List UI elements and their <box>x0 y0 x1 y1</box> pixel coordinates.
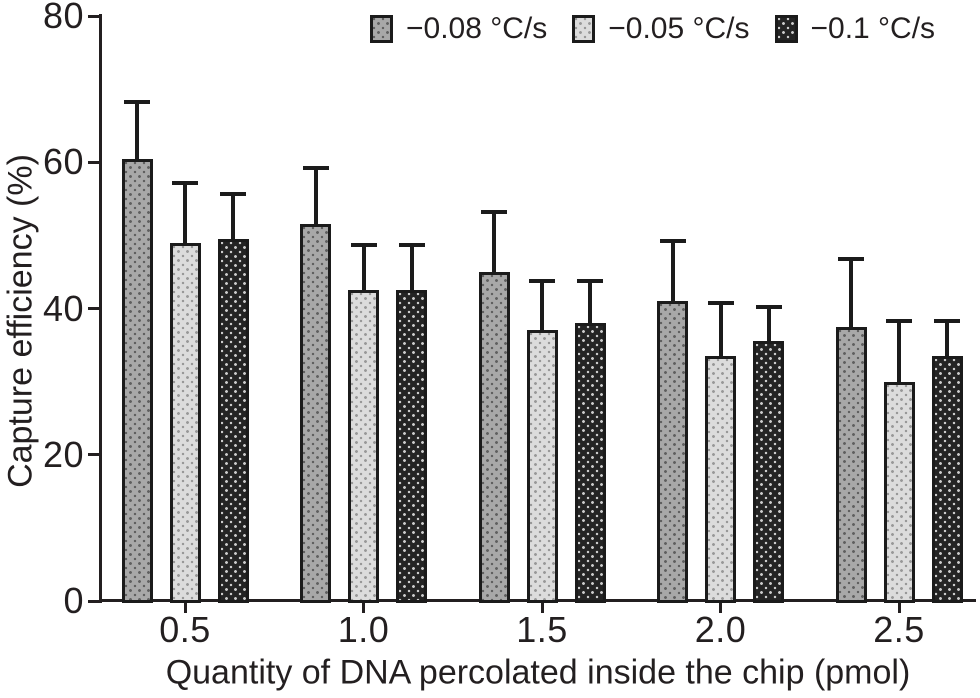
legend-swatch <box>370 15 393 43</box>
legend-item: −0.08 °C/s <box>370 13 547 45</box>
y-axis-line <box>99 14 102 603</box>
x-tick <box>897 601 901 613</box>
y-tick <box>88 307 99 310</box>
error-bar-cap <box>172 180 198 185</box>
legend-label: −0.05 °C/s <box>608 12 750 45</box>
legend-swatch <box>572 15 596 43</box>
bar <box>348 290 379 603</box>
y-tick-label: 0 <box>63 580 84 621</box>
error-bar-cap <box>838 257 864 262</box>
error-bar-cap <box>350 242 377 247</box>
legend-label: −0.1 °C/s <box>810 12 936 45</box>
y-tick <box>88 453 99 457</box>
error-bar-cap <box>302 165 329 170</box>
legend-swatch <box>774 15 798 43</box>
error-bar <box>183 180 187 245</box>
y-tick <box>88 14 99 18</box>
error-bar <box>231 191 235 242</box>
error-bar <box>135 100 139 161</box>
x-tick <box>362 601 365 613</box>
bar <box>300 224 331 603</box>
error-bar <box>670 239 675 304</box>
error-bar-cap <box>577 279 603 284</box>
bar <box>753 341 784 603</box>
error-bar-cap <box>481 209 507 214</box>
y-tick-label: 40 <box>42 287 84 329</box>
x-tick-label: 0.5 <box>159 609 211 650</box>
x-tick <box>183 601 187 613</box>
bar <box>705 356 736 603</box>
y-tick <box>88 160 99 164</box>
error-bar <box>492 209 496 274</box>
x-tick-label: 1.0 <box>337 609 390 650</box>
x-tick-label: 2.0 <box>694 609 747 650</box>
error-bar-cap <box>659 239 686 244</box>
error-bar-cap <box>755 304 782 309</box>
y-tick-label: 80 <box>42 0 84 36</box>
error-bar-cap <box>934 319 960 324</box>
x-tick-label: 1.5 <box>516 609 568 650</box>
bar <box>931 356 963 603</box>
bar <box>835 326 867 603</box>
y-tick-label: 60 <box>42 141 84 183</box>
legend-item: −0.05 °C/s <box>572 12 750 45</box>
bar <box>574 323 606 603</box>
error-bar <box>945 319 949 359</box>
error-bar-cap <box>529 279 555 284</box>
legend-item: −0.1 °C/s <box>774 12 936 45</box>
y-tick <box>88 599 99 603</box>
bar <box>478 271 510 603</box>
error-bar-cap <box>220 191 246 196</box>
bar <box>396 290 427 603</box>
error-bar <box>361 242 366 293</box>
bar <box>169 242 201 603</box>
error-bar-cap <box>124 100 150 105</box>
error-bar <box>766 304 771 344</box>
error-bar-cap <box>886 319 912 324</box>
x-tick <box>540 601 544 613</box>
bar <box>526 330 558 603</box>
bar <box>883 381 915 603</box>
legend-label: −0.08 °C/s <box>406 12 548 45</box>
legend: −0.08 °C/s −0.05 °C/s −0.1 °C/s <box>370 13 935 45</box>
x-tick <box>719 601 722 613</box>
error-bar <box>540 279 544 333</box>
error-bar-cap <box>398 242 425 247</box>
error-bar <box>409 242 414 293</box>
error-bar <box>313 165 318 227</box>
x-axis-title: Quantity of DNA percolated inside the ch… <box>165 653 911 692</box>
error-bar <box>588 279 592 326</box>
y-tick-label: 20 <box>42 433 84 475</box>
error-bar <box>718 301 723 359</box>
error-bar <box>849 257 853 329</box>
x-tick-label: 2.5 <box>873 609 925 650</box>
error-bar-cap <box>707 301 734 306</box>
bar <box>657 301 688 603</box>
bar <box>121 158 153 603</box>
error-bar <box>897 319 901 384</box>
bar <box>217 239 249 603</box>
